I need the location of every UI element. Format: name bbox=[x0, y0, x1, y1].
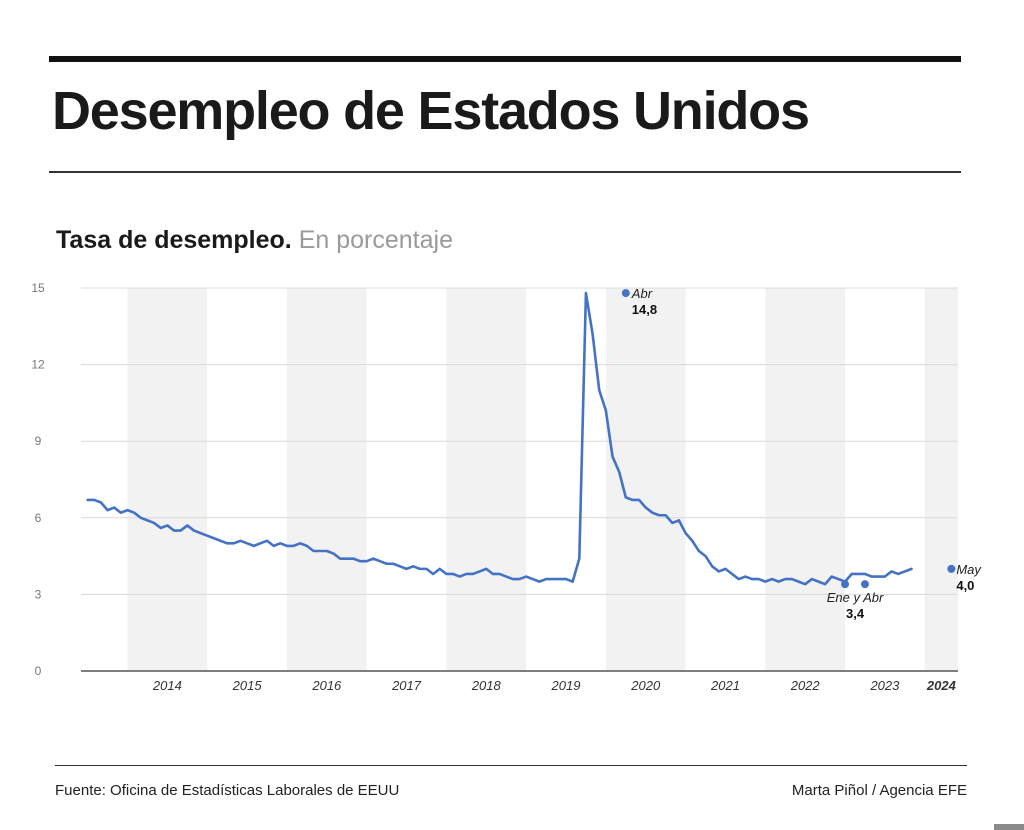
x-tick-label-2017: 2017 bbox=[391, 678, 422, 693]
unemployment-line-chart: 0 3 6 9 12 15 2014 2015 2016 2017 2018 2019 2020 202… bbox=[31, 281, 982, 693]
footer-divider bbox=[55, 765, 967, 766]
annotation-value-3: 4,0 bbox=[956, 578, 974, 593]
x-tick-label-2020: 2020 bbox=[630, 678, 661, 693]
annotation-point-1 bbox=[841, 580, 850, 589]
corner-mark bbox=[994, 824, 1024, 830]
chart-subtitle: Tasa de desempleo. En porcentaje bbox=[56, 226, 453, 255]
top-rule bbox=[49, 56, 961, 62]
annotation-value-1: 3,4 bbox=[846, 606, 865, 621]
x-tick-label-2023: 2023 bbox=[869, 678, 900, 693]
x-tick-label-2024: 2024 bbox=[926, 678, 957, 693]
title-divider bbox=[49, 171, 961, 173]
annotation-point-0 bbox=[621, 289, 630, 298]
y-tick-label-12: 12 bbox=[31, 358, 45, 372]
year-bands bbox=[127, 288, 958, 671]
unemployment-series-line bbox=[86, 291, 913, 586]
year-band-2016 bbox=[286, 288, 367, 671]
annotation-label-3: May bbox=[956, 562, 982, 577]
x-tick-label-2022: 2022 bbox=[790, 678, 821, 693]
y-tick-label-6: 6 bbox=[35, 511, 42, 525]
credit-note: Marta Piñol / Agencia EFE bbox=[791, 782, 967, 799]
y-tick-label-0: 0 bbox=[35, 664, 42, 678]
year-band-2024 bbox=[924, 288, 958, 671]
year-band-2014 bbox=[127, 288, 208, 671]
y-axis-ticks: 0 3 6 9 12 15 bbox=[31, 281, 45, 678]
x-tick-label-2019: 2019 bbox=[551, 678, 581, 693]
y-tick-label-9: 9 bbox=[35, 434, 42, 448]
year-band-2020 bbox=[605, 288, 686, 671]
x-tick-label-2014: 2014 bbox=[152, 678, 182, 693]
x-axis-year-labels: 2014 2015 2016 2017 2018 2019 2020 2021 2022 2023… bbox=[152, 678, 957, 693]
x-tick-label-2018: 2018 bbox=[471, 678, 502, 693]
gridlines bbox=[81, 287, 958, 595]
annotation-label-1: Ene y Abr bbox=[827, 590, 884, 605]
x-tick-label-2015: 2015 bbox=[232, 678, 263, 693]
chart-title: Tasa de desempleo. bbox=[56, 226, 292, 254]
year-band-2022 bbox=[765, 288, 846, 671]
chart-unit: En porcentaje bbox=[298, 226, 453, 254]
source-note: Fuente: Oficina de Estadísticas Laborale… bbox=[55, 782, 400, 799]
x-tick-label-2016: 2016 bbox=[311, 678, 342, 693]
annotation-label-0: Abr bbox=[631, 286, 653, 301]
page-title: Desempleo de Estados Unidos bbox=[52, 81, 810, 141]
y-tick-label-3: 3 bbox=[35, 587, 42, 601]
annotation-point-3 bbox=[947, 564, 956, 573]
y-tick-label-15: 15 bbox=[31, 281, 45, 295]
year-band-2018 bbox=[446, 288, 527, 671]
x-tick-label-2021: 2021 bbox=[710, 678, 740, 693]
annotation-value-0: 14,8 bbox=[632, 302, 657, 317]
annotation-point-2 bbox=[860, 580, 869, 589]
